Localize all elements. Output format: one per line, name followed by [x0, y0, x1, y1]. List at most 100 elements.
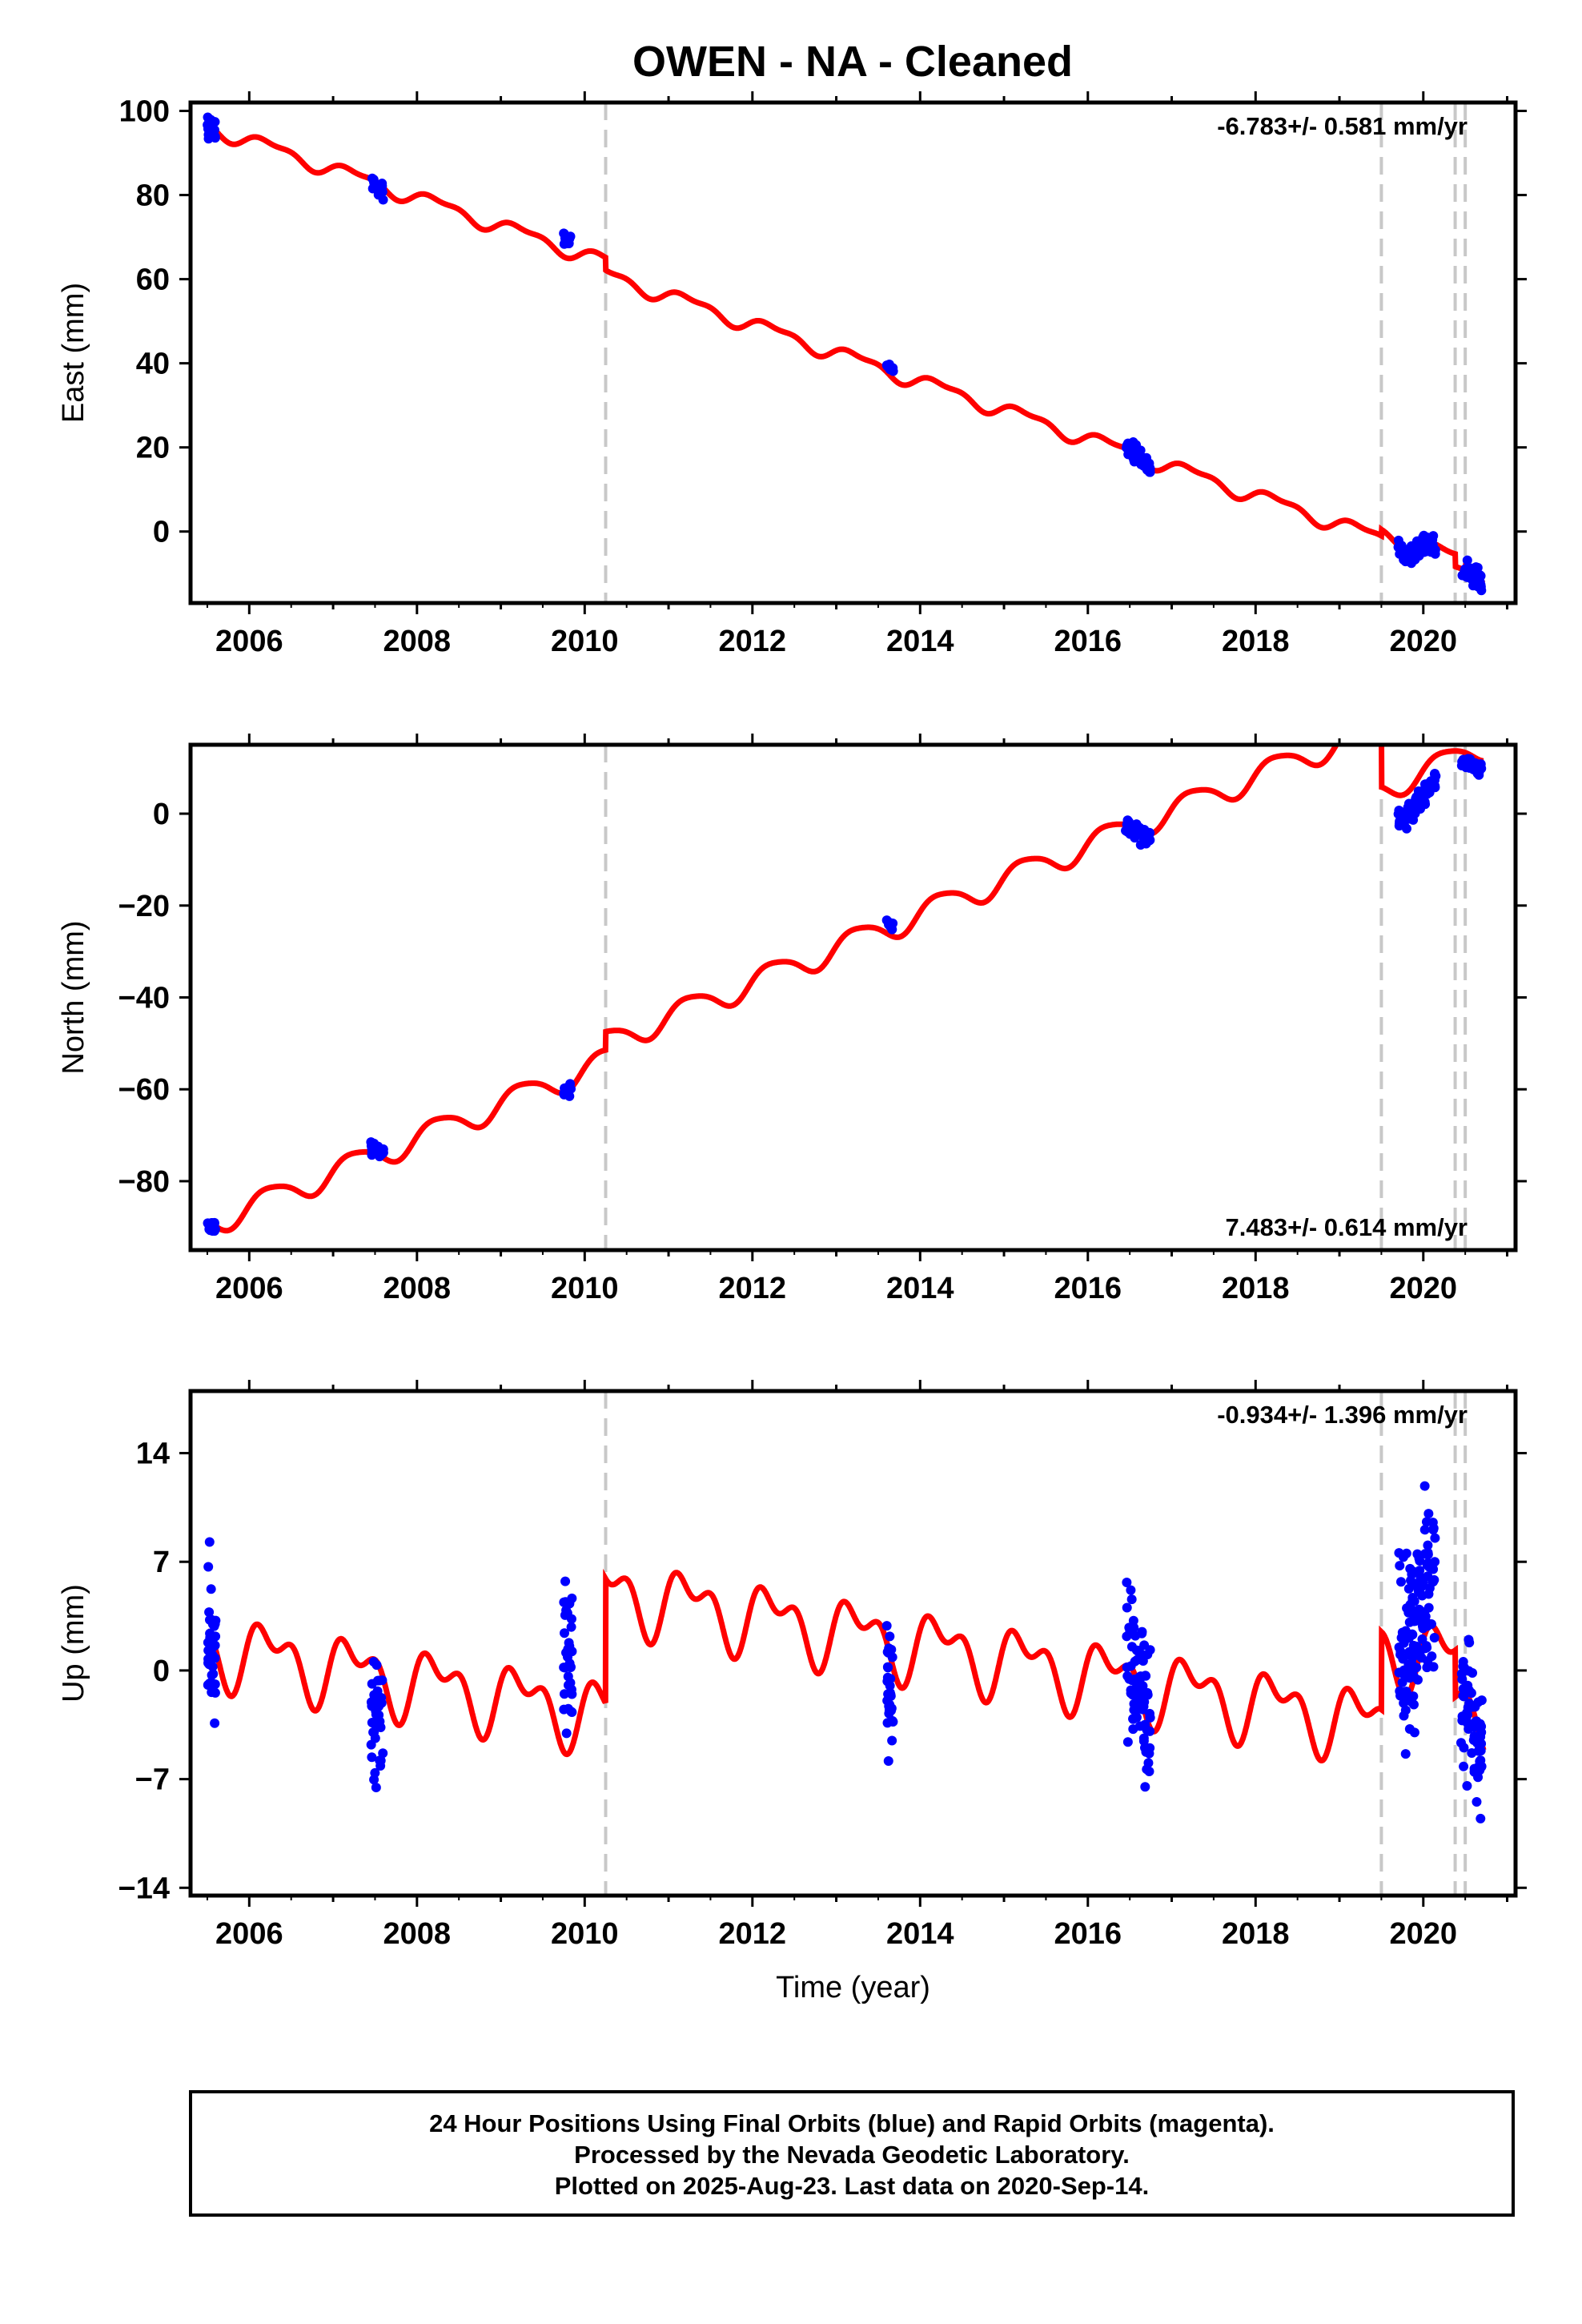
data-point: [1145, 828, 1155, 838]
data-point: [1407, 1630, 1418, 1640]
data-point: [367, 1717, 377, 1727]
data-point: [205, 1637, 215, 1647]
x-tick-label: 2010: [551, 1272, 619, 1305]
data-point: [1131, 824, 1142, 834]
data-point: [1134, 1721, 1145, 1731]
data-point: [1410, 1616, 1420, 1626]
y-tick-label: −60: [118, 1073, 170, 1107]
plot-area: [203, 1391, 1487, 1896]
data-point: [1144, 1766, 1154, 1776]
data-point: [377, 1675, 387, 1686]
data-point: [1423, 1656, 1433, 1667]
data-point: [1421, 540, 1431, 550]
x-tick-label: 2006: [215, 1917, 283, 1951]
data-point: [559, 1689, 569, 1699]
data-point: [1130, 1630, 1141, 1641]
x-tick-label: 2016: [1054, 1917, 1122, 1951]
rate-label: 7.483+/- 0.614 mm/yr: [1226, 1213, 1468, 1241]
data-point: [1430, 545, 1440, 555]
data-cluster-5: [1393, 530, 1440, 569]
footer-line-3: Plotted on 2025-Aug-23. Last data on 202…: [555, 2172, 1149, 2200]
data-point: [1402, 555, 1412, 565]
data-cluster-0: [203, 1537, 221, 1728]
footer-line-1: 24 Hour Positions Using Final Orbits (bl…: [429, 2109, 1275, 2137]
data-point: [1408, 1699, 1419, 1710]
data-point: [1124, 1622, 1134, 1633]
y-tick-label: 20: [136, 432, 170, 465]
data-point: [376, 1149, 387, 1160]
data-point: [1458, 1661, 1468, 1671]
data-point: [1122, 819, 1132, 830]
data-point: [561, 1728, 572, 1739]
data-point: [1428, 1525, 1439, 1535]
data-point: [1128, 1615, 1138, 1626]
data-point: [208, 1669, 219, 1679]
data-cluster-6: [1457, 555, 1487, 596]
data-point: [1419, 1481, 1430, 1491]
x-tick-label: 2018: [1222, 1917, 1290, 1951]
x-tick-label: 2006: [215, 1272, 283, 1305]
data-point: [886, 1705, 897, 1715]
x-tick-label: 2016: [1054, 1272, 1122, 1305]
data-point: [1399, 1638, 1409, 1648]
data-point: [378, 1748, 388, 1759]
data-point: [1407, 1667, 1418, 1678]
y-tick-label: 7: [153, 1546, 170, 1579]
data-point: [1430, 1557, 1440, 1567]
data-point: [1428, 1577, 1439, 1587]
data-point: [1407, 1650, 1417, 1660]
data-point: [1419, 1525, 1430, 1535]
data-point: [884, 1643, 894, 1654]
y-tick-label: 60: [136, 263, 170, 297]
x-axis-label: Time (year): [776, 1971, 930, 2004]
data-cluster-3: [881, 360, 898, 376]
data-point: [1122, 1578, 1132, 1588]
data-point: [203, 119, 213, 130]
y-tick-label: 100: [119, 95, 170, 129]
data-cluster-5: [1394, 1481, 1440, 1759]
x-tick-label: 2014: [886, 625, 954, 658]
data-point: [1417, 1621, 1427, 1631]
data-cluster-1: [366, 1656, 388, 1793]
data-point: [1405, 1599, 1415, 1610]
y-tick-label: 80: [136, 179, 170, 213]
data-point: [1472, 1797, 1482, 1807]
data-point: [881, 1621, 892, 1631]
data-cluster-5: [1393, 768, 1441, 834]
data-point: [1459, 1691, 1469, 1702]
x-tick-label: 2018: [1222, 625, 1290, 658]
data-point: [210, 1718, 220, 1728]
data-point: [1421, 1517, 1431, 1527]
data-point: [204, 1659, 215, 1670]
data-point: [560, 1576, 571, 1586]
data-point: [567, 1707, 577, 1718]
data-point: [204, 1537, 215, 1547]
north-panel: 2006 2008 2010 2012 2014 2016 2018 2020 −80 −60 −4…: [57, 734, 1527, 1305]
data-point: [1126, 1642, 1137, 1652]
data-point: [368, 1727, 379, 1738]
data-point: [1475, 577, 1485, 587]
data-point: [1400, 1749, 1411, 1759]
data-point: [367, 1752, 377, 1763]
data-cluster-0: [203, 1217, 220, 1236]
y-tick-label: 0: [153, 516, 170, 549]
data-point: [1419, 779, 1430, 790]
data-point: [1133, 1691, 1143, 1702]
data-point: [1462, 1707, 1472, 1718]
data-point: [1421, 1641, 1431, 1651]
data-point: [559, 239, 569, 249]
data-point: [885, 1674, 896, 1684]
data-cluster-2: [559, 1576, 577, 1739]
data-point: [1423, 1602, 1434, 1613]
axes-frame: [188, 100, 1518, 605]
data-point: [566, 1622, 576, 1632]
data-point: [885, 1687, 895, 1698]
data-point: [1413, 1583, 1423, 1594]
data-cluster-1: [366, 1137, 388, 1162]
data-point: [206, 1584, 216, 1594]
data-cluster-4: [1121, 815, 1155, 850]
data-point: [207, 1619, 218, 1630]
data-point: [1426, 1618, 1436, 1629]
data-point: [1456, 1738, 1466, 1748]
data-point: [1462, 555, 1472, 565]
